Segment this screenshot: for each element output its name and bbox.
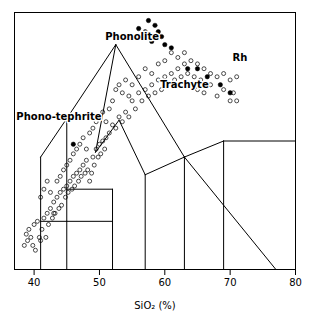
svg-text:60: 60 xyxy=(158,277,171,288)
svg-text:70: 70 xyxy=(224,277,237,288)
svg-text:80: 80 xyxy=(289,277,302,288)
svg-text:Phono-tephrite: Phono-tephrite xyxy=(16,111,101,122)
svg-text:Trachyte: Trachyte xyxy=(160,79,209,90)
svg-text:Rh: Rh xyxy=(233,52,248,63)
svg-text:Phonolite: Phonolite xyxy=(105,31,159,42)
svg-text:SiO₂ (%): SiO₂ (%) xyxy=(134,300,176,311)
svg-text:40: 40 xyxy=(28,277,41,288)
svg-text:50: 50 xyxy=(93,277,106,288)
